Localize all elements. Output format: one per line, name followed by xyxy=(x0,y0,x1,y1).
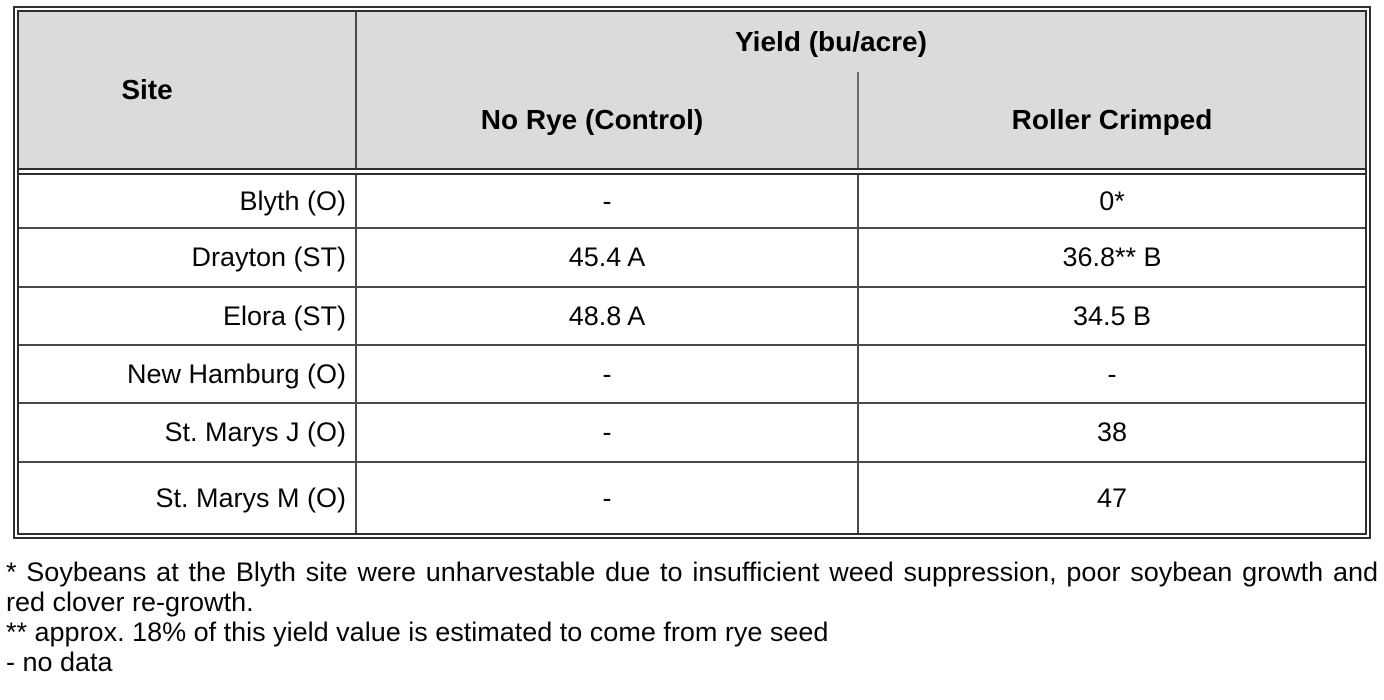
header-no-rye-label: No Rye (Control) xyxy=(480,104,704,135)
footnotes: * Soybeans at the Blyth site were unharv… xyxy=(6,557,1378,677)
header-yield-region: Yield (bu/acre) No Rye (Control) Roller … xyxy=(357,12,1365,168)
table-body: Blyth (O) - 0* Drayton (ST) 45.4 A 36.8*… xyxy=(19,173,1365,533)
header-cell-site: Site xyxy=(19,12,357,168)
table-row: New Hamburg (O) - - xyxy=(19,344,1365,402)
cell-no-rye: 48.8 A xyxy=(568,300,646,331)
cell-roller-crimped: 47 xyxy=(857,463,1365,533)
table-row: Blyth (O) - 0* xyxy=(19,175,1365,227)
cell-roller-crimped: 36.8** B xyxy=(857,229,1365,286)
cell-site: Elora (ST) xyxy=(19,288,357,344)
header-body-divider xyxy=(19,170,1365,173)
cell-site: St. Marys J (O) xyxy=(19,404,357,461)
footnote-no-data: - no data xyxy=(6,647,113,677)
cell-site: New Hamburg (O) xyxy=(19,346,357,402)
yield-table-inner: Site Yield (bu/acre) No Rye (Control) Ro… xyxy=(17,10,1367,535)
table-row: St. Marys J (O) - 38 xyxy=(19,402,1365,461)
cell-site: Drayton (ST) xyxy=(19,229,357,286)
cell-roller-crimped: 34.5 B xyxy=(857,288,1365,344)
header-yield-group-label: Yield (bu/acre) xyxy=(735,26,927,57)
header-subrow: No Rye (Control) Roller Crimped xyxy=(357,72,1365,168)
cell-no-rye: - xyxy=(602,185,612,216)
cell-site: Blyth (O) xyxy=(19,175,357,227)
cell-roller-crimped: - xyxy=(857,346,1365,402)
header-site-label: Site xyxy=(121,74,173,105)
header-cell-roller-crimped: Roller Crimped xyxy=(857,72,1365,168)
header-cell-yield-group: Yield (bu/acre) xyxy=(357,12,1365,72)
footnote-double-asterisk: ** approx. 18% of this yield value is es… xyxy=(6,617,829,647)
table-header: Site Yield (bu/acre) No Rye (Control) Ro… xyxy=(19,12,1365,170)
cell-no-rye: - xyxy=(602,417,612,447)
cell-site: St. Marys M (O) xyxy=(19,463,357,533)
cell-no-rye: - xyxy=(602,358,612,389)
cell-roller-crimped: 0* xyxy=(857,175,1365,227)
header-roller-crimped-label: Roller Crimped xyxy=(1011,104,1213,135)
table-row: Drayton (ST) 45.4 A 36.8** B xyxy=(19,227,1365,286)
cell-no-rye: 45.4 A xyxy=(568,242,646,272)
table-row: Elora (ST) 48.8 A 34.5 B xyxy=(19,286,1365,344)
cell-no-rye: - xyxy=(602,482,612,513)
table-row: St. Marys M (O) - 47 xyxy=(19,461,1365,533)
yield-table: Site Yield (bu/acre) No Rye (Control) Ro… xyxy=(13,6,1371,539)
header-cell-no-rye: No Rye (Control) xyxy=(357,72,857,168)
cell-roller-crimped: 38 xyxy=(857,404,1365,461)
footnote-asterisk: * Soybeans at the Blyth site were unharv… xyxy=(6,557,1378,617)
